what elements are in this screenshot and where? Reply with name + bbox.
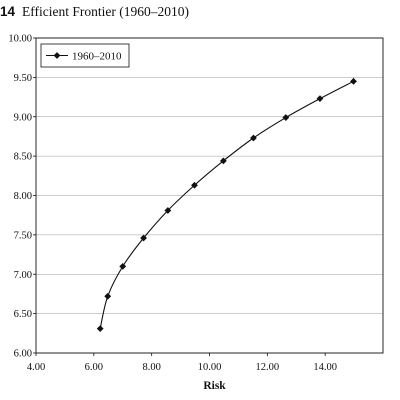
data-point-diamond: [191, 181, 198, 189]
legend: 1960–2010: [40, 43, 130, 68]
y-tick-label: 9.00: [14, 112, 32, 123]
y-tick-label: 9.50: [14, 73, 32, 84]
x-tick-label: 12.00: [256, 362, 280, 373]
x-tick-label: 4.00: [27, 362, 45, 373]
data-point-diamond: [350, 77, 357, 85]
y-tick-label: 7.50: [14, 230, 32, 241]
data-point-diamond: [250, 134, 257, 142]
y-tick-label: 8.50: [14, 152, 32, 163]
figure-title: Efficient Frontier (1960–2010): [22, 4, 189, 19]
y-axis-ticks: 6.00 6.50 7.00 7.50 8.00 8.50 9.00 9.50 10.00: [8, 34, 36, 360]
grid-layer: [36, 37, 383, 354]
x-tick-label: 10.00: [198, 362, 222, 373]
data-point-diamond: [104, 292, 112, 300]
x-tick-label: 14.00: [313, 362, 337, 373]
series-line: [99, 80, 354, 329]
y-tick-label: 8.00: [14, 191, 32, 202]
x-tick-label: 8.00: [142, 362, 160, 373]
data-point-diamond: [119, 262, 127, 270]
data-point-diamond: [316, 95, 324, 103]
x-axis-ticks: 4.00 6.00 8.00 10.00 12.00 14.00: [27, 353, 337, 373]
x-axis-title: Risk: [203, 380, 226, 392]
data-point-diamond: [140, 234, 147, 242]
data-point-diamond: [282, 114, 290, 121]
y-tick-label: 10.00: [8, 34, 32, 45]
data-point-diamond: [164, 207, 172, 214]
y-tick-label: 7.00: [14, 270, 32, 281]
figure-number: 14: [0, 4, 16, 19]
figure-caption: 14 Efficient Frontier (1960–2010): [0, 4, 189, 20]
y-tick-label: 6.50: [14, 309, 32, 320]
data-point-diamond: [96, 325, 104, 332]
y-tick-label: 6.00: [14, 349, 32, 360]
series-layer: [96, 77, 357, 332]
legend-label: 1960–2010: [72, 50, 122, 62]
data-point-diamond: [219, 157, 227, 165]
legend-box: [40, 43, 130, 68]
legend-diamond-marker: [53, 52, 61, 59]
x-tick-label: 6.00: [85, 362, 103, 373]
